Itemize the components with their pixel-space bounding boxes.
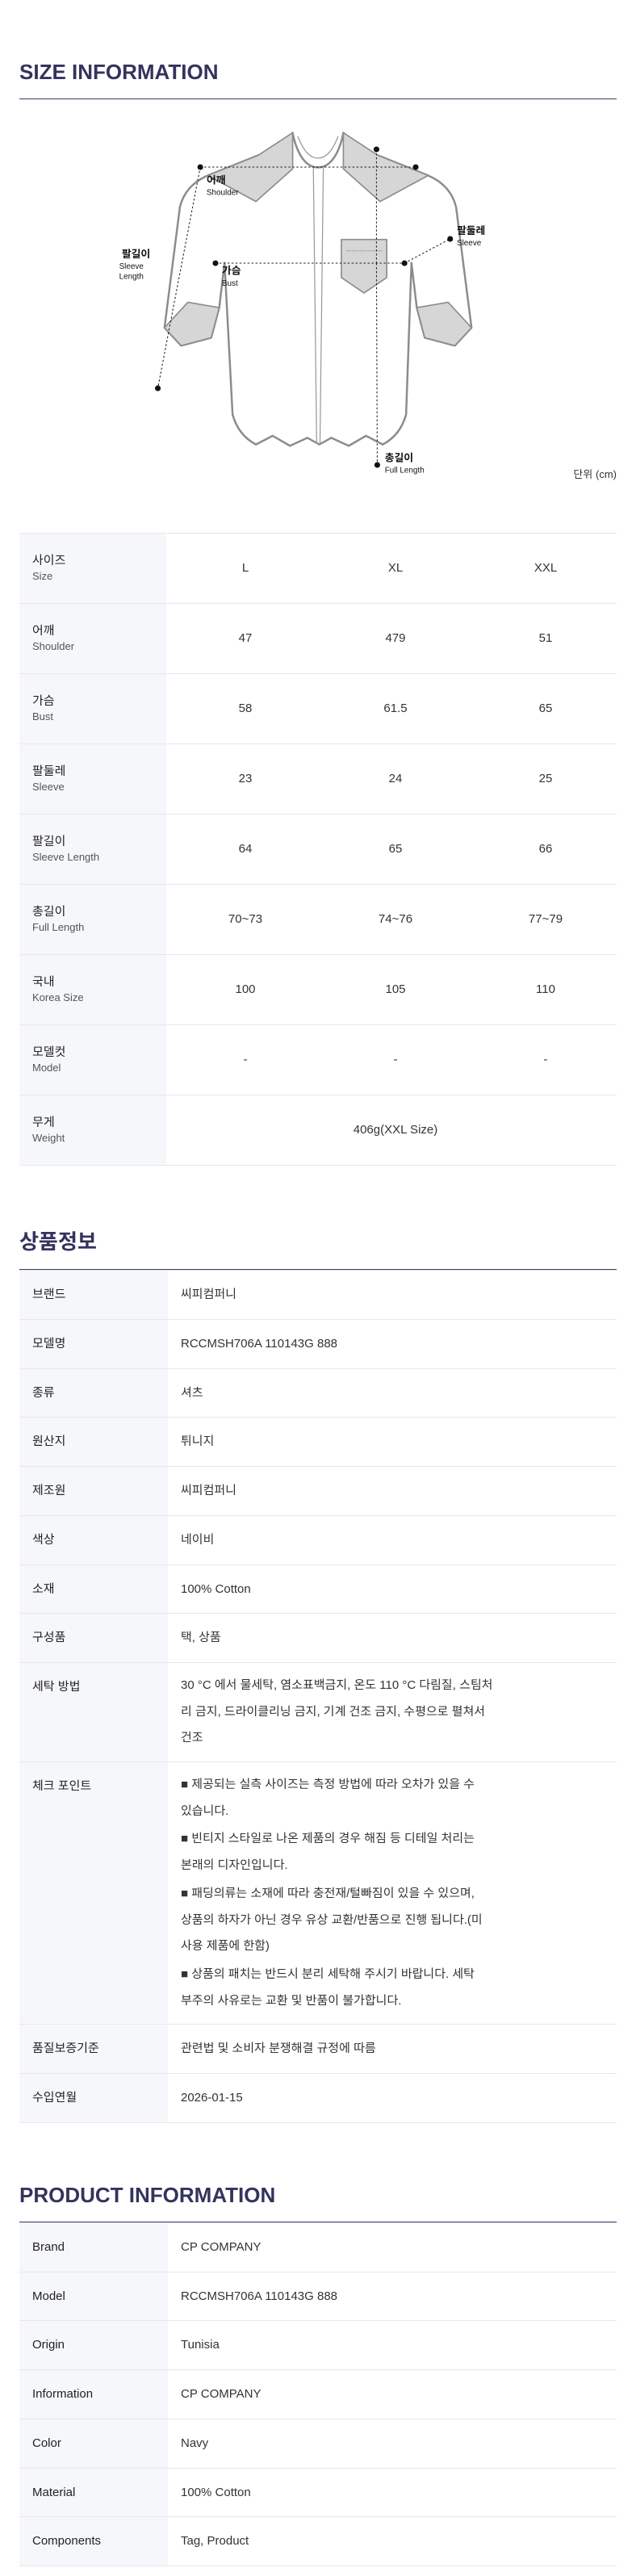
svg-text:총길이: 총길이 (385, 451, 413, 463)
svg-text:Shoulder: Shoulder (207, 188, 239, 197)
svg-text:가슴: 가슴 (222, 265, 241, 277)
svg-text:Sleeve: Sleeve (457, 239, 482, 248)
svg-text:Bust: Bust (222, 279, 238, 288)
svg-text:Sleeve: Sleeve (119, 262, 144, 271)
svg-text:어깨: 어깨 (207, 174, 226, 186)
svg-text:팔길이: 팔길이 (122, 248, 150, 260)
svg-text:팔둘레: 팔둘레 (457, 224, 485, 237)
svg-text:Full Length: Full Length (385, 466, 425, 475)
svg-text:Length: Length (119, 273, 144, 282)
